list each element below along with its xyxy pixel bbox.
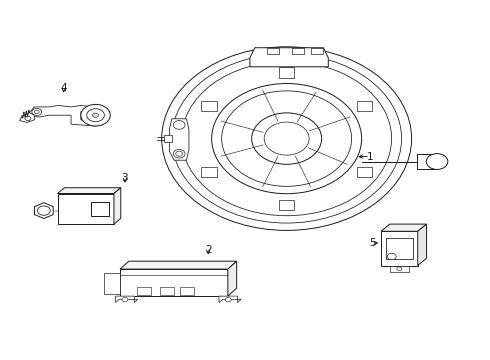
Polygon shape — [104, 273, 120, 294]
Polygon shape — [417, 224, 426, 266]
Circle shape — [162, 47, 412, 230]
Circle shape — [225, 297, 231, 302]
Bar — [267, 48, 279, 54]
Bar — [357, 167, 372, 177]
Polygon shape — [250, 48, 328, 67]
Circle shape — [93, 113, 98, 117]
Polygon shape — [29, 105, 103, 126]
Polygon shape — [114, 188, 121, 224]
Circle shape — [25, 116, 31, 121]
Circle shape — [252, 113, 321, 164]
Polygon shape — [20, 113, 34, 122]
Bar — [357, 100, 372, 111]
Polygon shape — [416, 154, 437, 170]
Circle shape — [172, 54, 402, 223]
Circle shape — [182, 62, 392, 216]
Circle shape — [122, 297, 128, 302]
Bar — [279, 200, 294, 210]
Polygon shape — [390, 266, 409, 272]
Circle shape — [81, 104, 110, 126]
Polygon shape — [170, 119, 189, 160]
Circle shape — [264, 122, 309, 155]
Polygon shape — [58, 188, 121, 194]
Bar — [160, 287, 174, 295]
Text: 1: 1 — [367, 152, 373, 162]
Polygon shape — [58, 194, 114, 224]
Bar — [165, 135, 172, 142]
Bar — [91, 202, 109, 216]
Bar — [180, 287, 194, 295]
Circle shape — [37, 206, 50, 215]
Circle shape — [397, 267, 402, 271]
Bar — [292, 48, 304, 54]
Bar — [311, 48, 323, 54]
Circle shape — [176, 151, 183, 156]
Circle shape — [173, 149, 185, 158]
Polygon shape — [120, 261, 237, 269]
Circle shape — [221, 91, 352, 186]
Polygon shape — [381, 231, 417, 266]
Polygon shape — [34, 203, 53, 219]
Bar — [201, 167, 217, 177]
Bar — [279, 67, 294, 77]
Circle shape — [387, 253, 396, 260]
Text: 4: 4 — [60, 83, 67, 93]
Circle shape — [34, 110, 39, 114]
Polygon shape — [116, 296, 138, 302]
Polygon shape — [381, 224, 426, 231]
Circle shape — [212, 84, 362, 194]
Circle shape — [32, 108, 42, 116]
Text: 2: 2 — [205, 245, 212, 255]
Circle shape — [87, 109, 104, 122]
Polygon shape — [120, 269, 228, 296]
Circle shape — [173, 121, 185, 129]
Bar — [137, 287, 151, 295]
Bar — [386, 238, 413, 259]
Bar — [201, 100, 217, 111]
Text: 5: 5 — [369, 238, 376, 248]
Text: 3: 3 — [122, 173, 128, 183]
Polygon shape — [219, 296, 241, 302]
Polygon shape — [228, 261, 237, 296]
Circle shape — [426, 154, 448, 170]
